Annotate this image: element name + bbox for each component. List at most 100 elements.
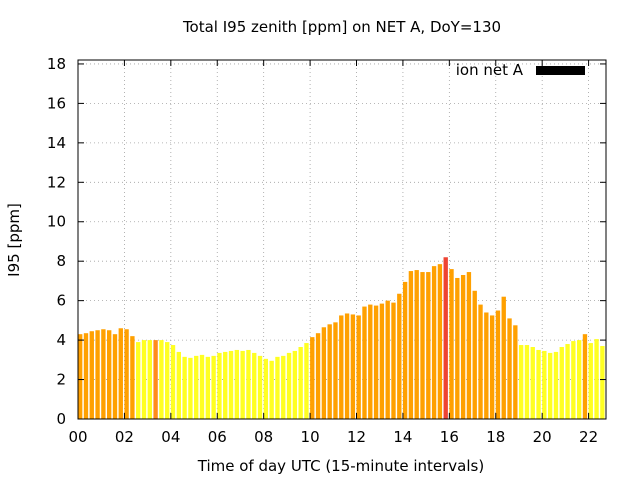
y-axis-label: I95 [ppm] bbox=[5, 203, 23, 277]
bar bbox=[101, 329, 106, 419]
bar bbox=[298, 347, 303, 419]
bar bbox=[344, 313, 350, 419]
bar bbox=[449, 269, 454, 419]
y-tick-label: 18 bbox=[47, 55, 66, 73]
bar bbox=[234, 349, 240, 419]
bar bbox=[478, 304, 483, 419]
bar bbox=[472, 290, 477, 419]
bar bbox=[426, 272, 431, 419]
bar bbox=[373, 305, 379, 419]
bar bbox=[431, 266, 437, 419]
bar bbox=[124, 329, 129, 419]
x-tick-label: 16 bbox=[440, 428, 459, 446]
bar bbox=[489, 315, 495, 419]
legend-label-ion-net-a: ion net A bbox=[456, 61, 524, 79]
x-tick-label: 06 bbox=[208, 428, 227, 446]
y-tick-label: 12 bbox=[47, 173, 66, 191]
bar bbox=[391, 302, 396, 419]
bar bbox=[524, 345, 530, 419]
bar bbox=[89, 331, 94, 419]
bar bbox=[281, 355, 286, 419]
bar bbox=[217, 352, 222, 419]
bar bbox=[170, 345, 176, 419]
bar bbox=[141, 340, 147, 419]
y-tick-label: 14 bbox=[47, 134, 66, 152]
x-tick-label: 18 bbox=[486, 428, 505, 446]
bars bbox=[78, 257, 605, 419]
bar bbox=[553, 351, 559, 419]
bar bbox=[240, 350, 245, 419]
bar bbox=[362, 306, 367, 419]
bar bbox=[356, 315, 361, 419]
bar bbox=[78, 334, 83, 419]
bar bbox=[536, 349, 541, 419]
bar bbox=[205, 356, 210, 419]
bar bbox=[257, 355, 263, 419]
bar bbox=[437, 264, 443, 419]
bar bbox=[518, 345, 524, 419]
y-tick-label: 2 bbox=[56, 371, 66, 389]
bar bbox=[339, 315, 344, 419]
bar bbox=[420, 272, 425, 419]
bar bbox=[368, 304, 373, 419]
y-tick-label: 16 bbox=[47, 94, 66, 112]
bar bbox=[582, 334, 588, 419]
bar bbox=[571, 341, 576, 419]
bar bbox=[263, 358, 269, 419]
bar bbox=[188, 357, 193, 419]
bar bbox=[182, 356, 187, 419]
x-tick-label: 02 bbox=[115, 428, 134, 446]
bar bbox=[194, 355, 199, 419]
bar bbox=[379, 303, 385, 419]
y-tick-label: 0 bbox=[56, 410, 66, 428]
bar bbox=[95, 330, 100, 419]
bar bbox=[246, 349, 251, 419]
bar bbox=[501, 296, 506, 419]
x-tick-label: 04 bbox=[161, 428, 180, 446]
bar bbox=[507, 318, 512, 419]
bar bbox=[292, 350, 298, 419]
y-tick-label: 6 bbox=[56, 292, 66, 310]
bar bbox=[176, 351, 181, 419]
bar bbox=[408, 271, 414, 419]
x-tick-label: 22 bbox=[579, 428, 598, 446]
bar bbox=[147, 340, 152, 419]
bar bbox=[455, 277, 460, 419]
legend: ion net A bbox=[456, 61, 585, 79]
bar bbox=[153, 340, 158, 419]
bar bbox=[565, 344, 570, 419]
y-tick-label: 4 bbox=[56, 331, 66, 349]
bar bbox=[130, 336, 135, 419]
bar bbox=[600, 346, 605, 419]
x-tick-label: 20 bbox=[533, 428, 552, 446]
bar bbox=[315, 333, 321, 419]
bar bbox=[304, 343, 309, 419]
bar bbox=[310, 337, 315, 419]
bar bbox=[275, 356, 280, 419]
bar bbox=[594, 339, 599, 419]
bar bbox=[159, 340, 164, 419]
bar bbox=[588, 343, 593, 419]
bar bbox=[402, 281, 408, 419]
bar bbox=[333, 322, 338, 419]
bar bbox=[350, 314, 356, 419]
bar bbox=[107, 330, 112, 419]
bar bbox=[559, 347, 564, 419]
bar bbox=[211, 355, 216, 419]
bar bbox=[136, 342, 141, 419]
bar bbox=[118, 328, 123, 419]
bar bbox=[443, 257, 448, 419]
x-tick-label: 14 bbox=[393, 428, 412, 446]
bar bbox=[466, 272, 472, 419]
bar bbox=[414, 270, 419, 419]
bar bbox=[269, 360, 274, 419]
bar bbox=[252, 352, 257, 419]
bar bbox=[327, 324, 332, 419]
bar bbox=[223, 351, 228, 419]
legend-swatch-ion-net-a bbox=[536, 66, 585, 75]
bar bbox=[321, 327, 327, 419]
bar bbox=[228, 350, 234, 419]
y-tick-label: 8 bbox=[56, 252, 66, 270]
